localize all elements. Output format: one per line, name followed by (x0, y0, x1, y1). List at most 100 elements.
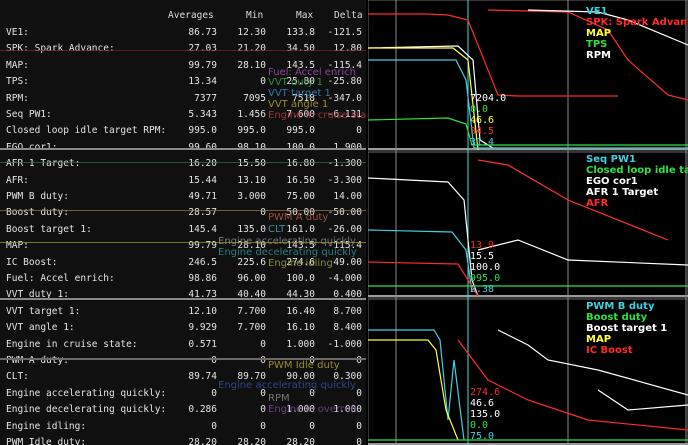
row-label: Engine idling: (6, 420, 87, 432)
legend-item: IC Boost (586, 345, 633, 356)
cell-max: 16.80 (286, 158, 315, 170)
cell-avg: 12.10 (188, 305, 217, 317)
cell-delta: 0.400 (333, 289, 362, 301)
cell-delta: -25.80 (327, 76, 362, 88)
row-label: VE1: (6, 27, 29, 38)
row-label: AFR: (6, 174, 29, 186)
cell-max: 75.00 (286, 191, 315, 202)
cell-avg: 99.79 (188, 59, 217, 71)
trace-line (0, 210, 366, 211)
cell-avg: 0 (211, 355, 217, 366)
series-trace (497, 329, 688, 396)
series-trace (368, 117, 688, 146)
cell-delta: -4.000 (327, 273, 362, 284)
cursor-value: 31.4 (470, 137, 494, 148)
row-label: Fuel: Accel enrich: (6, 273, 115, 284)
cell-min: 0 (260, 387, 266, 399)
overlay-label: Engine idling (268, 258, 333, 269)
series-trace (477, 159, 669, 241)
series-trace (597, 389, 688, 411)
cell-min: 28.20 (237, 437, 266, 445)
overlay-label: Engine in cruise state (268, 110, 366, 121)
section-divider (0, 148, 366, 150)
cell-delta: 49.00 (333, 256, 362, 268)
trace-line (0, 162, 366, 163)
cell-min: 13.10 (237, 174, 266, 186)
legend-item: TPS (586, 39, 607, 50)
legend-item: Seq PW1 (586, 154, 636, 165)
overlay-label: VVT duty 1 (268, 77, 324, 88)
row-label: Closed loop idle target RPM: (6, 125, 167, 137)
overlay-label: Engine decelerating quickly (218, 247, 357, 258)
cell-min: 3.000 (237, 191, 266, 202)
row-label: AFR 1 Target: (6, 158, 81, 170)
cursor-value: 75.0 (470, 431, 494, 442)
section-divider (0, 358, 366, 360)
cell-delta: 8.400 (333, 322, 362, 334)
cell-avg: 246.5 (188, 256, 217, 268)
row-label: EGO cor1: (6, 142, 57, 153)
cell-min: 0 (260, 338, 266, 350)
cell-max: 34.50 (286, 43, 315, 55)
cell-max: 0 (309, 355, 315, 366)
cell-min: 28.10 (237, 59, 266, 71)
series-trace (368, 13, 618, 97)
header-averages: Averages (168, 10, 214, 21)
cell-min: 0 (260, 420, 266, 432)
cell-avg: 0.571 (188, 338, 217, 350)
cell-delta: -115.4 (327, 59, 362, 71)
header-min: Min (246, 10, 264, 21)
cell-max: 995.0 (286, 125, 315, 137)
legend-item: SPK: Spark Advance (586, 17, 688, 28)
row-label: VVT duty 1: (6, 289, 69, 301)
cell-delta: -1.300 (327, 158, 362, 170)
row-label: PWM Idle duty: (6, 437, 87, 445)
cell-avg: 145.4 (188, 223, 217, 235)
cell-min: 28.10 (237, 240, 266, 252)
cell-min: 0 (260, 404, 266, 416)
cell-delta: -1.000 (327, 338, 362, 350)
cell-delta: 0.300 (333, 371, 362, 383)
cell-min: 89.70 (237, 371, 266, 383)
row-label: PWM B duty: (6, 191, 69, 202)
cell-avg: 0.286 (188, 404, 217, 416)
cell-avg: 15.44 (188, 174, 217, 186)
cursor-value: 46.6 (470, 398, 494, 409)
cursor-value: 0.0 (470, 104, 488, 115)
cell-max: 16.40 (286, 305, 315, 317)
cell-delta: 1.000 (333, 404, 362, 416)
cell-max: 100.0 (286, 142, 315, 153)
series-trace (368, 45, 494, 149)
cursor-value: 274.6 (470, 387, 500, 398)
row-label: Engine accelerating quickly: (6, 387, 167, 399)
cell-avg: 99.79 (188, 240, 217, 252)
row-label: RPM: (6, 92, 29, 104)
series-trace (527, 9, 688, 46)
cursor-value: 13.9 (470, 240, 494, 251)
series-trace (368, 329, 465, 441)
cell-delta: 0 (356, 420, 362, 432)
cell-avg: 28.20 (188, 437, 217, 445)
cell-min: 0 (260, 355, 266, 366)
cell-delta: -121.5 (327, 27, 362, 38)
graph-pane-3 (368, 298, 688, 445)
cell-avg: 86.73 (188, 27, 217, 38)
row-label: Engine decelerating quickly: (6, 404, 167, 416)
cursor-value: 34.5 (470, 126, 494, 137)
cell-max: 161.0 (286, 223, 315, 235)
series-trace (457, 339, 688, 431)
cell-max: 7.600 (286, 109, 315, 120)
legend-item: EGO cor1 (586, 176, 638, 187)
row-label: SPK: Spark Advance: (6, 43, 115, 55)
row-label: VVT angle 1: (6, 322, 75, 334)
series-trace (487, 9, 688, 101)
cursor-value: 100.0 (470, 262, 500, 273)
cell-avg: 995.0 (188, 125, 217, 137)
series-trace (368, 261, 479, 297)
row-label: IC Boost: (6, 256, 58, 268)
cell-max: 16.50 (286, 174, 315, 186)
cell-min: 0 (260, 207, 266, 219)
series-trace (368, 47, 479, 151)
